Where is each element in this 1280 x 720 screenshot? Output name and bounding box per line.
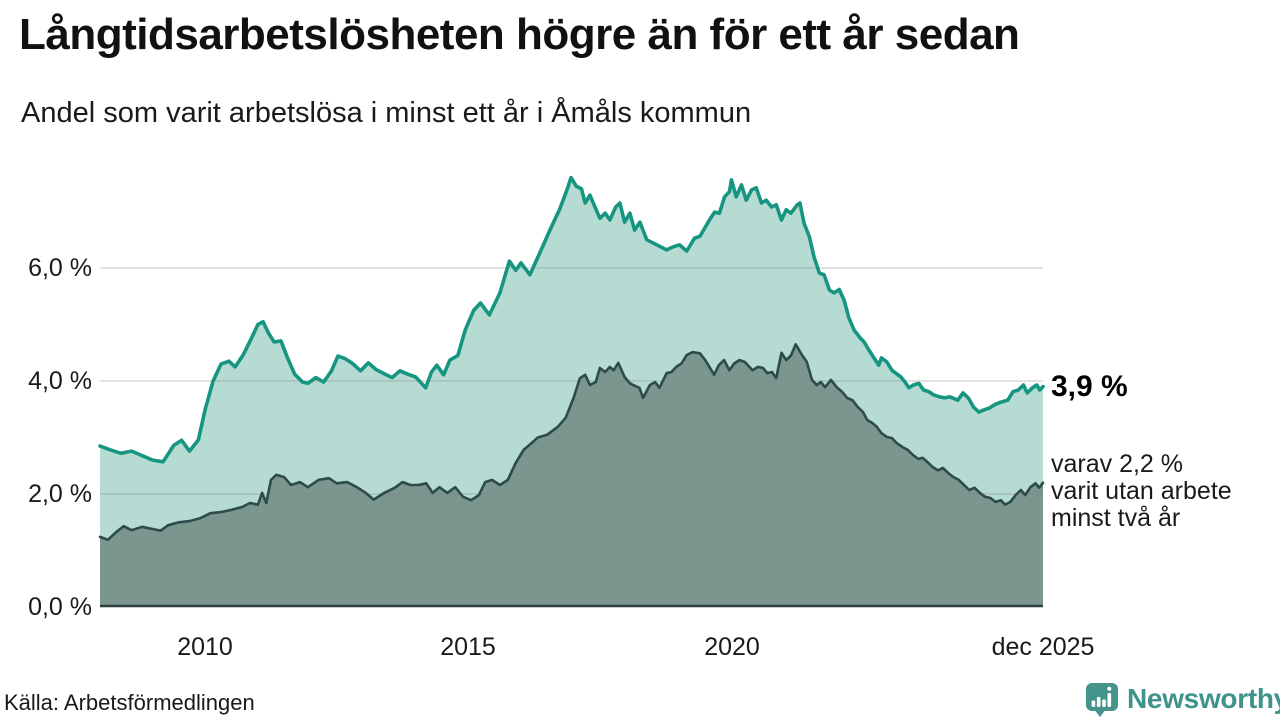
source-note: Källa: Arbetsförmedlingen	[4, 690, 255, 715]
x-axis-tick-label: 2020	[704, 633, 760, 661]
y-axis-tick-label: 4,0 %	[28, 367, 92, 395]
x-axis-tick-label: 2010	[177, 633, 233, 661]
newsworthy-logo: Newsworthy	[1083, 680, 1280, 718]
secondary-annotation-line: minst två år	[1051, 504, 1181, 532]
secondary-annotation-line: varit utan arbete	[1051, 477, 1232, 505]
line-min-2yr	[98, 343, 1045, 542]
x-axis-tick-label: 2015	[440, 633, 496, 661]
newsworthy-logo-text: Newsworthy	[1127, 683, 1280, 714]
chart-subtitle: Andel som varit arbetslösa i minst ett å…	[21, 97, 752, 129]
line-min-1yr	[98, 175, 1045, 464]
newsworthy-logo-icon	[1086, 683, 1118, 717]
secondary-annotation: varav 2,2 % varit utan arbete minst två …	[1051, 451, 1232, 532]
chart-title: Långtidsarbetslösheten högre än för ett …	[19, 10, 1020, 59]
area-fill-min-2yr	[100, 344, 1043, 607]
area-chart	[98, 175, 1045, 608]
x-axis-tick-label: dec 2025	[991, 633, 1095, 661]
secondary-annotation-line: varav 2,2 %	[1051, 450, 1184, 478]
y-axis-tick-label: 6,0 %	[28, 254, 92, 282]
latest-value-label: 3,9 %	[1051, 370, 1128, 403]
y-axis-tick-label: 0,0 %	[28, 593, 92, 621]
y-axis-tick-label: 2,0 %	[28, 480, 92, 508]
